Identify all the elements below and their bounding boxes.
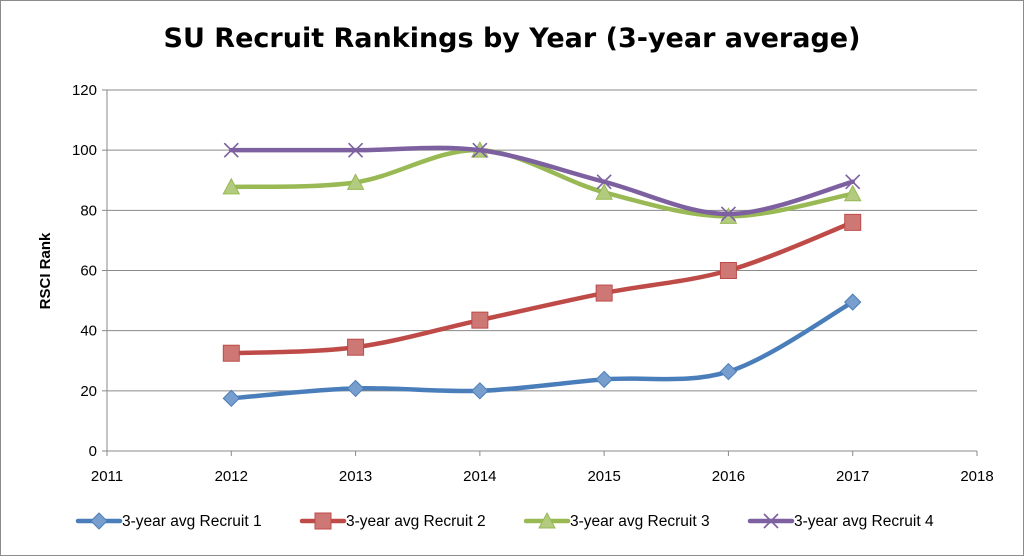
x-tick-label: 2018 <box>960 468 993 485</box>
legend-entry-2: 3-year avg Recruit 2 <box>299 512 486 530</box>
legend-marker <box>314 512 332 530</box>
x-tick-label: 2016 <box>712 468 745 485</box>
data-point <box>346 379 365 398</box>
x-tick-label: 2015 <box>587 468 620 485</box>
series-2-line <box>229 220 855 356</box>
y-tick-label: 40 <box>80 323 97 340</box>
legend-label: 3-year avg Recruit 2 <box>346 513 486 530</box>
data-point <box>596 174 612 190</box>
data-point <box>223 142 239 158</box>
x-tick-label: 2011 <box>91 468 123 485</box>
data-point <box>347 338 365 356</box>
x-tick-label: 2012 <box>215 468 248 485</box>
data-point <box>348 142 364 158</box>
legend-label: 3-year avg Recruit 1 <box>122 513 262 530</box>
legend-marker <box>90 512 108 530</box>
series-4-line <box>229 145 855 217</box>
data-point <box>595 370 613 389</box>
data-point <box>472 142 488 158</box>
series-lines <box>222 141 862 408</box>
y-tick-label: 120 <box>72 82 97 99</box>
data-point <box>844 213 862 231</box>
data-point <box>844 293 862 311</box>
data-point <box>222 389 240 408</box>
series-3-line <box>229 147 855 219</box>
data-point <box>719 262 737 279</box>
data-point <box>471 382 489 400</box>
x-tick-label: 2017 <box>836 468 869 485</box>
y-axis-label: RSCI Rank <box>37 232 54 309</box>
data-point <box>595 183 613 200</box>
data-point <box>346 173 365 190</box>
x-tick-label: 2014 <box>463 468 496 485</box>
data-point <box>595 284 613 302</box>
legend-marker <box>763 513 779 529</box>
y-tick-label: 80 <box>80 202 97 219</box>
axes <box>102 89 978 456</box>
series-1-line <box>229 299 855 401</box>
data-point <box>222 177 241 195</box>
y-tick-label: 60 <box>80 263 97 280</box>
data-point <box>719 362 738 381</box>
legend-entry-1: 3-year avg Recruit 1 <box>75 512 262 530</box>
legend: 3-year avg Recruit 1 3-year avg Recruit 2… <box>75 511 934 530</box>
y-tick-label: 20 <box>80 383 97 400</box>
y-tick-label: 100 <box>72 142 97 159</box>
legend-entry-3: 3-year avg Recruit 3 <box>523 511 710 530</box>
data-point <box>843 184 862 202</box>
data-point <box>845 174 861 190</box>
data-point <box>222 344 240 362</box>
y-tick-labels: 0 20 40 60 80 100 120 <box>72 82 97 460</box>
legend-marker <box>538 511 556 529</box>
legend-label: 3-year avg Recruit 3 <box>570 513 710 530</box>
legend-label: 3-year avg Recruit 4 <box>794 513 934 530</box>
series-2 <box>222 213 862 362</box>
grid-lines <box>107 89 977 392</box>
series-4 <box>223 142 861 222</box>
x-tick-label: 2013 <box>339 468 372 485</box>
series-1 <box>222 293 862 408</box>
legend-entry-4: 3-year avg Recruit 4 <box>747 513 934 530</box>
data-point <box>720 206 736 222</box>
y-tick-label: 0 <box>89 443 97 460</box>
data-point <box>471 311 489 329</box>
x-tick-labels: 2011 2012 2013 2014 2015 2016 2017 2018 <box>91 468 994 485</box>
chart-title: SU Recruit Rankings by Year (3-year aver… <box>163 23 861 54</box>
